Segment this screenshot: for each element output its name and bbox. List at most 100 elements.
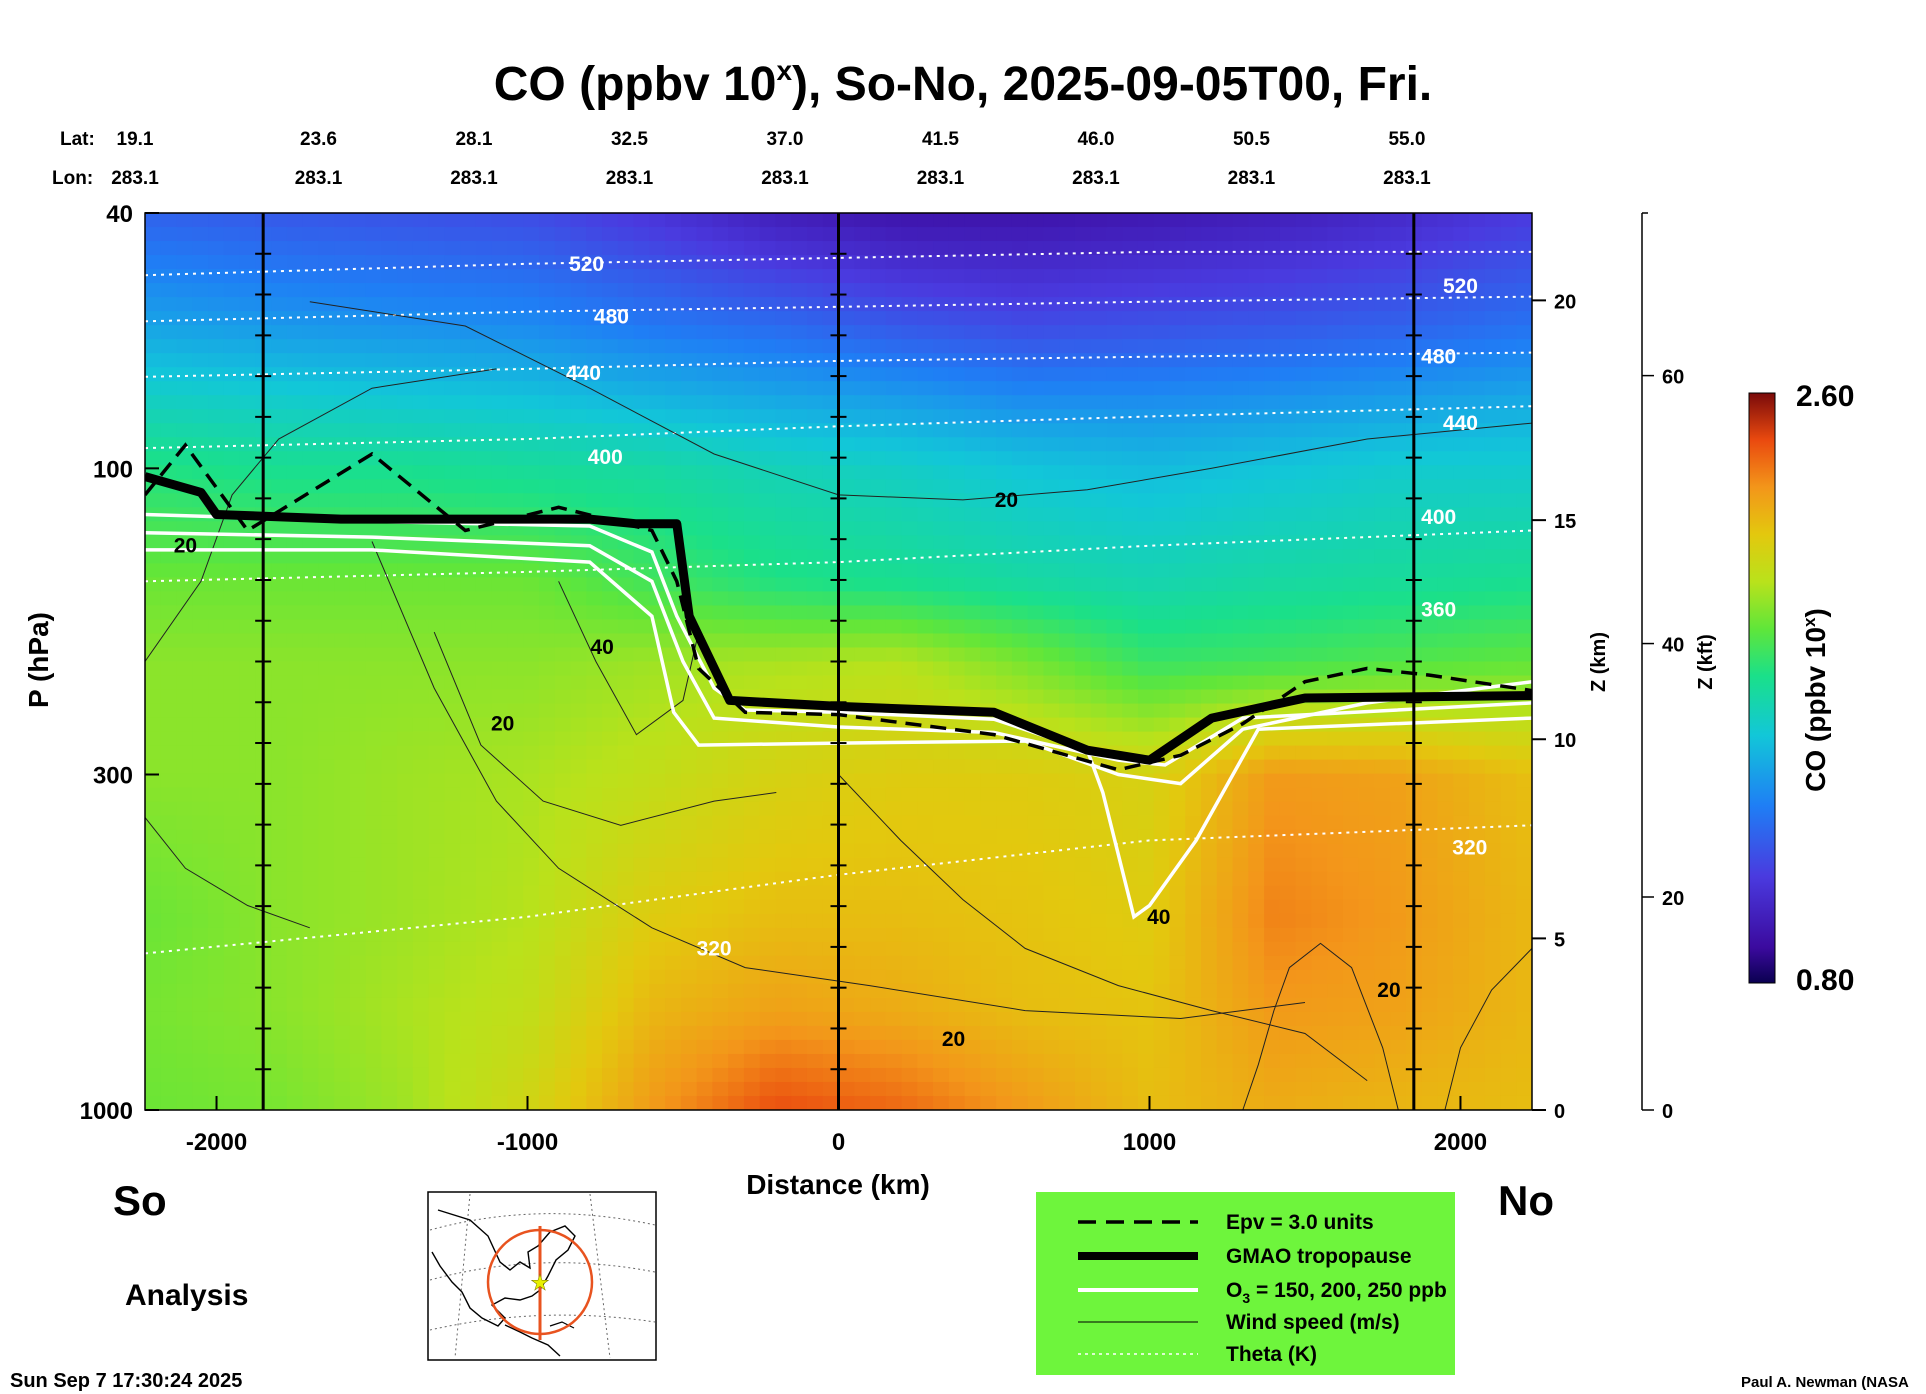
heatmap-cell <box>759 829 777 845</box>
heatmap-cell <box>870 633 887 649</box>
heatmap-cell <box>870 283 887 298</box>
heatmap-cell <box>617 465 635 480</box>
heatmap-cell <box>633 507 650 522</box>
heatmap-cell <box>1516 227 1532 242</box>
heatmap-cell <box>412 983 430 999</box>
heatmap-cell <box>1374 297 1391 312</box>
heatmap-cell <box>806 451 824 466</box>
heatmap-cell <box>759 283 777 298</box>
heatmap-cell <box>286 899 304 915</box>
heatmap-cell <box>554 941 572 957</box>
heatmap-cell <box>1027 955 1044 971</box>
heatmap-cell <box>460 857 477 873</box>
heatmap-cell <box>554 983 572 999</box>
heatmap-cell <box>318 269 335 284</box>
heatmap-cell <box>160 969 178 985</box>
heatmap-cell <box>381 759 398 775</box>
heatmap-cell <box>1311 493 1328 508</box>
heatmap-cell <box>602 437 619 452</box>
heatmap-cell <box>901 899 918 915</box>
heatmap-cell <box>680 745 698 761</box>
heatmap-cell <box>1027 647 1044 663</box>
heatmap-cell <box>286 521 304 536</box>
heatmap-cell <box>286 283 304 298</box>
heatmap-cell <box>1421 787 1439 803</box>
heatmap-cell <box>1059 311 1076 326</box>
heatmap-cell <box>1295 549 1312 564</box>
heatmap-cell <box>192 675 209 691</box>
heatmap-cell <box>1106 311 1123 326</box>
heatmap-cell <box>1059 381 1076 396</box>
heatmap-cell <box>1153 787 1171 803</box>
heatmap-cell <box>901 927 918 943</box>
heatmap-cell <box>302 871 319 887</box>
heatmap-cell <box>1043 913 1060 929</box>
heatmap-cell <box>602 997 619 1013</box>
heatmap-cell <box>1185 325 1202 340</box>
heatmap-cell <box>1059 927 1076 943</box>
heatmap-cell <box>917 759 934 775</box>
heatmap-cell <box>838 969 855 985</box>
heatmap-cell <box>964 423 981 438</box>
heatmap-cell <box>397 493 414 508</box>
heatmap-cell <box>665 899 682 915</box>
heatmap-cell <box>649 423 666 438</box>
heatmap-cell <box>743 899 761 915</box>
heatmap-cell <box>1059 619 1076 635</box>
heatmap-cell <box>759 619 777 635</box>
heatmap-cell <box>176 955 193 971</box>
heatmap-cell <box>1437 647 1454 663</box>
heatmap-cell <box>491 661 509 677</box>
heatmap-cell <box>145 885 162 901</box>
heatmap-cell <box>1106 423 1123 438</box>
heatmap-cell <box>570 325 587 340</box>
heatmap-cell <box>539 885 556 901</box>
heatmap-cell <box>475 689 493 705</box>
heatmap-cell <box>334 857 351 873</box>
heatmap-cell <box>1311 521 1328 536</box>
heatmap-cell <box>1137 605 1155 621</box>
heatmap-cell <box>1437 787 1454 803</box>
heatmap-cell <box>1516 759 1532 775</box>
heatmap-cell <box>475 605 493 621</box>
heatmap-cell <box>633 423 650 438</box>
heatmap-cell <box>1484 843 1502 859</box>
heatmap-cell <box>1421 507 1439 522</box>
heatmap-cell <box>728 577 745 593</box>
heatmap-cell <box>996 759 1013 775</box>
heatmap-cell <box>1374 353 1391 368</box>
heatmap-cell <box>633 899 650 915</box>
heatmap-cell <box>444 619 461 635</box>
heatmap-cell <box>349 899 367 915</box>
heatmap-cell <box>1358 395 1375 410</box>
heatmap-cell <box>933 815 950 831</box>
heatmap-cell <box>554 997 572 1013</box>
heatmap-cell <box>822 843 840 859</box>
heatmap-cell <box>381 591 398 607</box>
heatmap-cell <box>743 829 761 845</box>
heatmap-cell <box>948 451 966 466</box>
heatmap-cell <box>870 409 887 424</box>
heatmap-cell <box>1264 241 1281 256</box>
heatmap-cell <box>1201 899 1218 915</box>
heatmap-cell <box>1106 731 1123 747</box>
heatmap-cell <box>491 465 509 480</box>
heatmap-cell <box>775 661 792 677</box>
heatmap-cell <box>1390 423 1407 438</box>
heatmap-cell <box>286 297 304 312</box>
heatmap-cell <box>523 381 540 396</box>
heatmap-cell <box>1201 409 1218 424</box>
heatmap-cell <box>996 619 1013 635</box>
heatmap-cell <box>1185 941 1202 957</box>
heatmap-cell <box>239 297 256 312</box>
heatmap-cell <box>428 409 446 424</box>
heatmap-cell <box>728 801 745 817</box>
heatmap-cell <box>775 899 792 915</box>
heatmap-cell <box>349 241 367 256</box>
heatmap-cell <box>1358 437 1375 452</box>
heatmap-cell <box>791 563 808 579</box>
heatmap-cell <box>1468 465 1486 480</box>
heatmap-cell <box>570 535 587 550</box>
heatmap-cell <box>570 927 587 943</box>
heatmap-cell <box>1437 269 1454 284</box>
